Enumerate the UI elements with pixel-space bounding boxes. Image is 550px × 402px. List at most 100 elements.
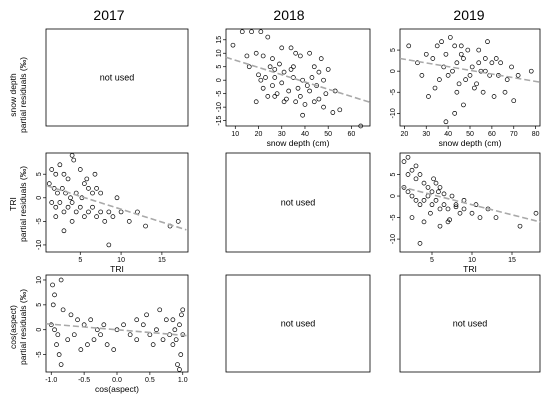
data-point	[94, 327, 100, 333]
not-used-label: not used	[453, 319, 488, 329]
data-point	[84, 176, 90, 182]
data-point	[253, 50, 259, 56]
data-point	[69, 219, 75, 224]
x-axis-label: snow depth (cm)	[267, 138, 330, 148]
data-point	[297, 94, 303, 99]
data-point	[417, 241, 423, 246]
data-point	[401, 159, 407, 164]
data-point	[284, 96, 289, 102]
data-point	[437, 223, 443, 229]
data-point	[94, 214, 99, 219]
x-axis-label: cos(aspect)	[95, 384, 139, 394]
data-point	[147, 332, 153, 338]
data-point	[445, 73, 451, 78]
data-point	[431, 176, 436, 182]
x-tick-label: 40	[444, 131, 452, 138]
data-point	[439, 39, 444, 45]
data-point	[517, 223, 523, 229]
data-point	[65, 176, 71, 182]
data-point	[288, 45, 294, 51]
data-point	[409, 193, 415, 199]
data-point	[140, 322, 146, 328]
data-point	[50, 302, 56, 308]
data-point	[458, 51, 464, 57]
x-axis-label: snow depth (cm)	[439, 138, 502, 148]
data-point	[86, 186, 91, 191]
data-point	[453, 202, 459, 208]
data-point	[274, 91, 280, 97]
row-label-snow: snow depth partial residuals (‰)	[8, 57, 28, 133]
data-point	[110, 214, 116, 219]
data-point	[450, 68, 455, 74]
data-point	[46, 181, 52, 186]
data-point	[476, 47, 482, 53]
data-point	[77, 204, 83, 210]
panel-frame	[399, 274, 541, 373]
data-point	[433, 180, 439, 186]
data-point	[286, 88, 292, 94]
data-point	[61, 228, 67, 234]
data-point	[409, 167, 415, 173]
y-tick-label: -5	[36, 351, 43, 357]
data-point	[421, 219, 427, 225]
x-tick-label: -0.5	[78, 377, 90, 384]
panel-frame	[45, 28, 189, 127]
data-point	[244, 53, 250, 59]
data-point	[528, 68, 534, 74]
panel-snow-2019: 20 30 40 50 60 70 80 -10 -5 0 5 snow depth (cm)	[390, 28, 541, 148]
data-point	[49, 167, 55, 172]
y-tick-label: -15	[216, 115, 223, 125]
y-tick-label: 10	[36, 276, 43, 284]
data-point	[437, 77, 442, 82]
y-tick-label: 5	[36, 172, 43, 176]
data-point	[267, 64, 273, 70]
data-point	[178, 352, 184, 357]
panel-aspect-2019: not used	[399, 274, 541, 373]
data-point	[405, 189, 411, 195]
row-label-tri-var: TRI	[8, 197, 18, 211]
data-point	[154, 327, 159, 333]
x-tick-label: 15	[158, 257, 166, 264]
data-point	[443, 51, 449, 57]
data-point	[498, 60, 503, 66]
x-tick-label: 0.0	[112, 377, 122, 384]
y-tick-label: 5	[390, 48, 397, 52]
panel-tri-2017: 5 10 15 -10 -5 0 5 TRI	[36, 152, 189, 274]
data-point	[265, 34, 271, 40]
row-label-tri: TRI partial residuals (‰)	[8, 166, 28, 242]
data-point	[311, 99, 317, 105]
y-tick-label: 0	[390, 194, 397, 198]
data-point	[65, 337, 71, 343]
data-point	[304, 83, 310, 88]
data-point	[118, 209, 124, 215]
data-point	[53, 214, 59, 219]
col-title-2017: 2017	[93, 7, 124, 23]
data-point	[453, 204, 459, 210]
x-tick-label: 5	[430, 257, 434, 264]
data-point	[77, 167, 83, 172]
data-point	[405, 172, 411, 177]
data-point	[85, 342, 90, 347]
data-point	[172, 327, 178, 333]
data-point	[53, 171, 59, 177]
data-point	[456, 81, 462, 87]
data-point	[134, 317, 140, 323]
data-point	[88, 317, 94, 323]
y-tick-label: -5	[216, 90, 223, 96]
data-point	[436, 189, 441, 195]
data-point	[180, 307, 186, 313]
data-point	[230, 42, 236, 48]
y-tick-label: 5	[216, 65, 223, 69]
data-point	[78, 347, 84, 352]
data-point	[413, 197, 419, 203]
data-point	[101, 322, 107, 328]
data-point	[104, 342, 110, 347]
data-point	[68, 195, 73, 201]
panel-frame	[225, 28, 371, 127]
data-point	[263, 75, 268, 80]
data-point	[288, 67, 294, 72]
x-tick-label: 15	[508, 257, 516, 264]
fit-line	[399, 185, 541, 223]
data-point	[430, 56, 436, 61]
